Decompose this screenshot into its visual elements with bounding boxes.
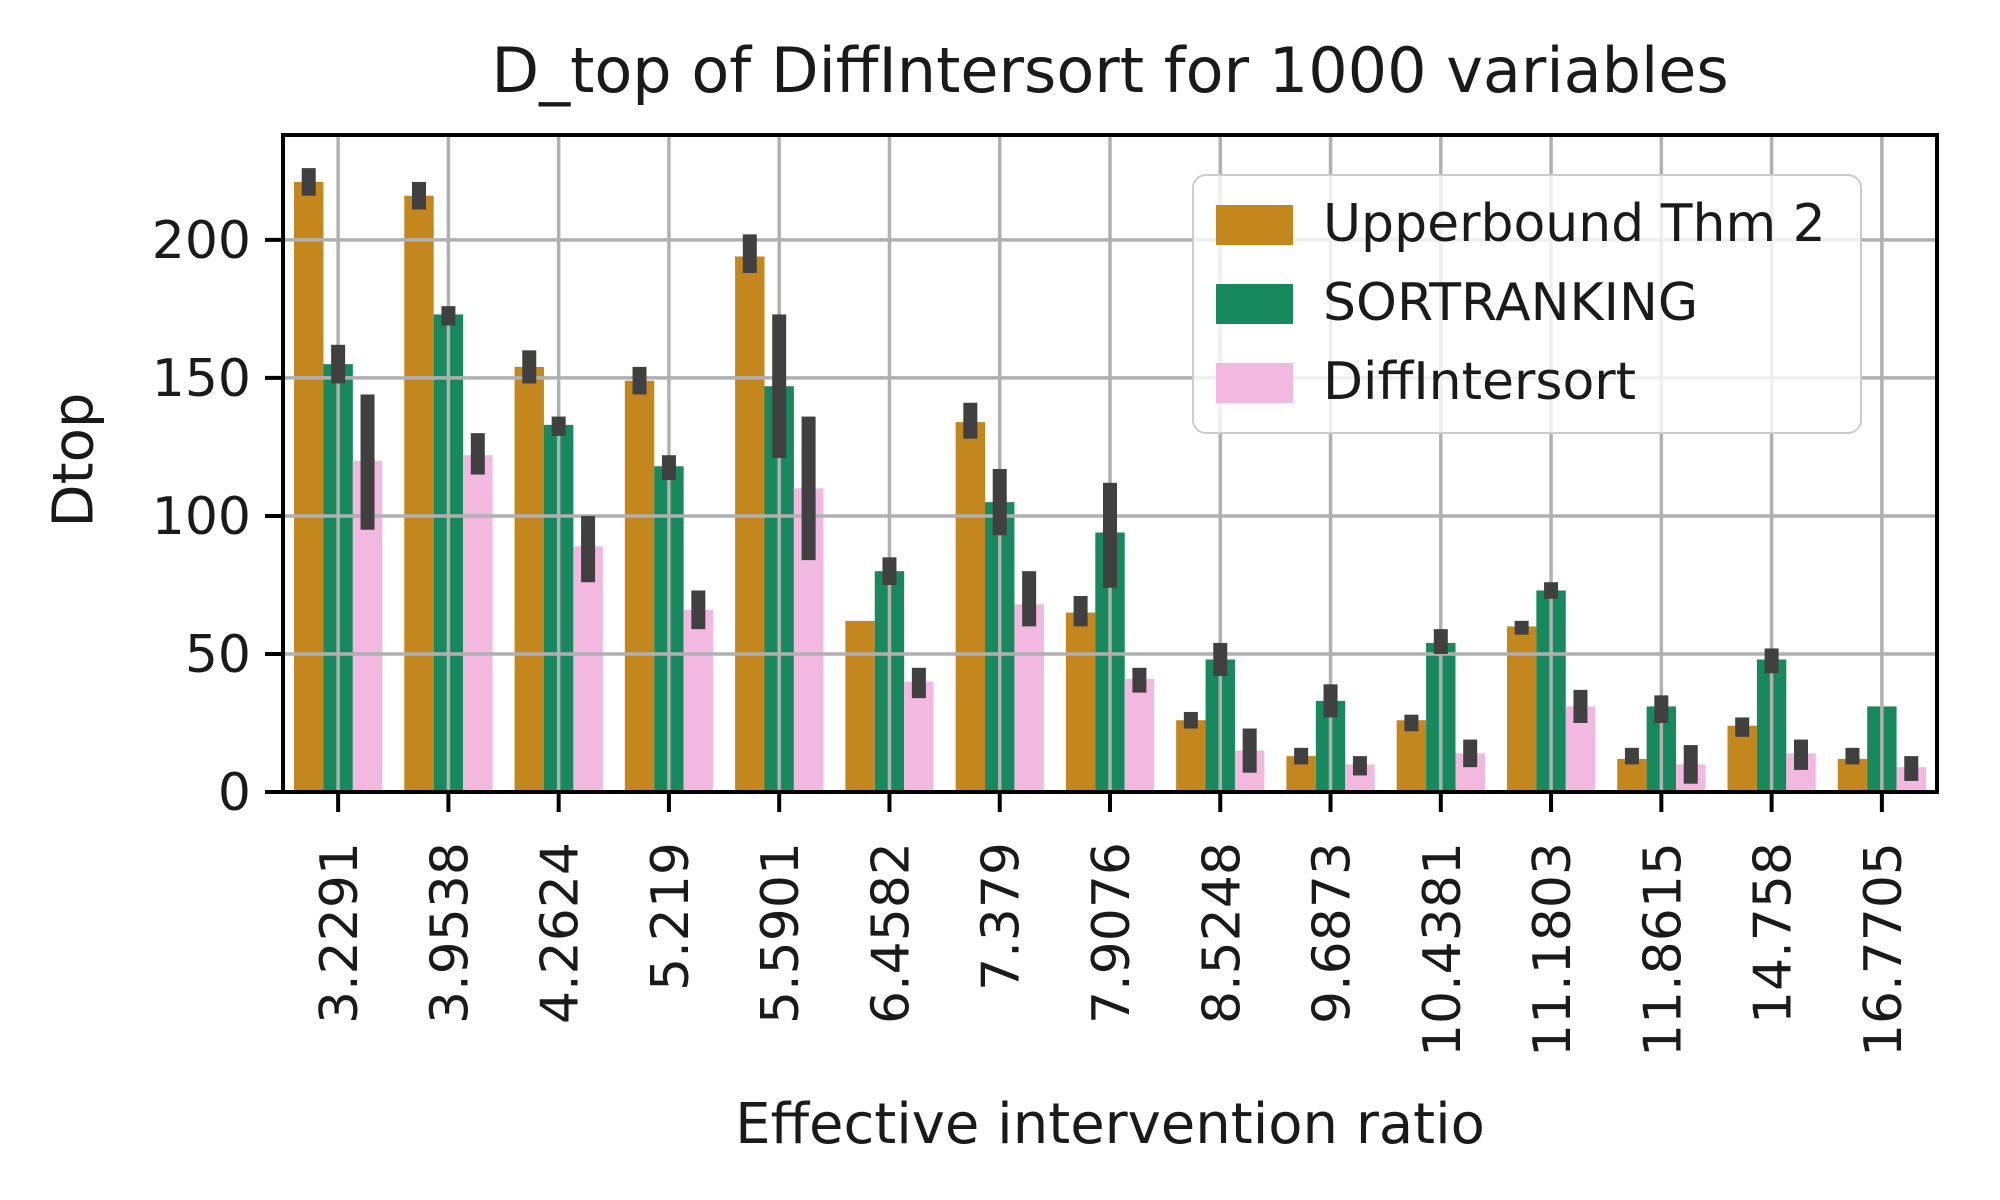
error-bar [1323,684,1338,718]
error-bar [1433,629,1448,654]
legend-item: DiffIntersort [1216,354,1826,411]
y-tick-label: 0 [218,763,251,823]
bar [904,681,934,792]
error-bar [581,515,596,583]
x-tick-label: 10.4381 [1413,842,1473,1057]
bar [955,422,986,792]
x-tick-label: 11.8615 [1633,842,1693,1057]
error-bar [411,181,426,210]
error-bar [1735,717,1750,737]
legend-swatch-upperbound [1216,204,1293,245]
x-tick-label: 16.7705 [1854,842,1914,1057]
legend-item: Upperbound Thm 2 [1216,194,1826,254]
error-bar [1404,714,1419,732]
error-bar [1132,667,1147,693]
y-tick-label: 50 [185,625,251,685]
bar [463,455,493,792]
error-bar [1654,695,1669,723]
error-bar [1463,739,1478,768]
bar [573,546,603,792]
error-bar [691,590,706,630]
legend-label: Upperbound Thm 2 [1323,194,1826,254]
x-tick-label: 3.2291 [310,842,370,1024]
bar [514,366,544,792]
x-tick-label: 7.379 [972,842,1032,991]
legend-swatch-diffintersort [1216,362,1293,403]
error-bar [1073,596,1088,627]
x-tick-label: 7.9076 [1082,842,1142,1024]
error-bar [551,416,566,436]
error-bar [1544,582,1559,599]
error-bar [1242,728,1257,773]
y-tick-label: 200 [152,211,251,271]
error-bar [1683,745,1698,784]
error-bar [331,344,346,384]
bar [624,380,655,792]
x-tick-label: 4.2624 [531,842,591,1024]
error-bar [801,416,816,561]
error-bar [661,455,676,481]
bar [683,609,714,792]
bar [1176,720,1206,792]
error-bar [911,667,926,699]
error-bar [882,557,897,585]
x-tick-label: 5.219 [641,842,701,991]
legend-swatch-sortranking [1216,283,1293,324]
bar [1506,626,1537,792]
bar [845,620,875,792]
error-bar [1022,571,1037,627]
error-bar [1103,482,1117,588]
error-bar [772,314,787,458]
bar [1014,604,1044,792]
x-tick-label: 5.5901 [751,842,811,1024]
bar [1396,720,1427,792]
x-tick-label: 9.6873 [1303,842,1363,1024]
y-tick-label: 100 [152,487,251,547]
error-bar [1294,747,1309,765]
x-tick-label: 14.758 [1744,842,1804,1024]
error-bar [1352,756,1367,776]
error-bar [992,469,1007,536]
chart-title: D_top of DiffIntersort for 1000 variable… [491,34,1729,107]
error-bar [1183,711,1198,729]
legend-label: DiffIntersort [1323,352,1637,413]
error-bar [742,234,757,274]
error-bar [1213,642,1228,677]
legend: Upperbound Thm 2 SORTRANKING DiffInterso… [1192,174,1862,434]
error-bar [470,433,485,475]
y-tick-label: 150 [152,349,251,409]
bar [1124,678,1155,792]
x-tick-label: 8.5248 [1192,842,1252,1024]
x-axis-label: Effective intervention ratio [735,1092,1485,1157]
bar [404,195,434,793]
error-bar [1845,747,1860,765]
error-bar [441,306,456,326]
x-tick-label: 3.9538 [420,842,480,1024]
error-bar [632,366,647,395]
x-tick-label: 11.1803 [1523,842,1583,1057]
error-bar [1514,620,1529,635]
legend-item: SORTRANKING [1216,273,1826,334]
error-bar [1904,756,1919,781]
error-bar [1794,739,1809,770]
error-bar [301,168,316,196]
error-bar [1764,648,1779,674]
error-bar [1573,689,1588,723]
x-tick-label: 6.4582 [861,842,921,1024]
bar [735,256,765,793]
error-bar [522,350,537,384]
error-bar [963,402,978,439]
bar [294,181,324,792]
error-bar [1624,747,1639,765]
error-bar [360,394,375,530]
bar [1065,612,1096,792]
legend-label: SORTRANKING [1323,273,1699,334]
